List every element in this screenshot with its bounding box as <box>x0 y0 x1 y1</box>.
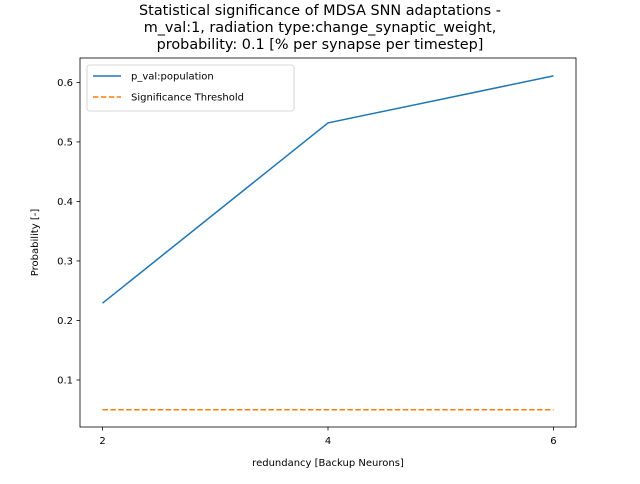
x-tick-label: 6 <box>550 436 556 447</box>
y-axis-ticks: 0.1 0.2 0.3 0.4 0.5 0.6 <box>57 78 80 387</box>
y-tick-label: 0.6 <box>57 78 73 89</box>
y-tick-label: 0.2 <box>57 316 73 327</box>
plot-area <box>80 58 576 427</box>
x-axis-label: redundancy [Backup Neurons] <box>252 458 404 469</box>
x-axis-ticks: 2 4 6 <box>99 427 556 447</box>
legend-label: Significance Threshold <box>131 93 244 104</box>
y-tick-label: 0.3 <box>57 257 73 268</box>
y-tick-label: 0.4 <box>57 197 73 208</box>
chart-title-line: probability: 0.1 [% per synapse per time… <box>157 37 484 53</box>
y-tick-label: 0.1 <box>57 376 73 387</box>
legend-label: p_val:population <box>131 72 214 83</box>
chart-title-line: m_val:1, radiation type:change_synaptic_… <box>144 20 497 36</box>
chart-title-line: Statistical significance of MDSA SNN ada… <box>139 3 501 19</box>
legend: p_val:population Significance Threshold <box>87 65 294 111</box>
x-tick-label: 2 <box>99 436 105 447</box>
y-axis-label: Probability [-] <box>30 209 41 277</box>
chart-title: Statistical significance of MDSA SNN ada… <box>139 3 501 53</box>
x-tick-label: 4 <box>325 436 331 447</box>
y-tick-label: 0.5 <box>57 138 73 149</box>
